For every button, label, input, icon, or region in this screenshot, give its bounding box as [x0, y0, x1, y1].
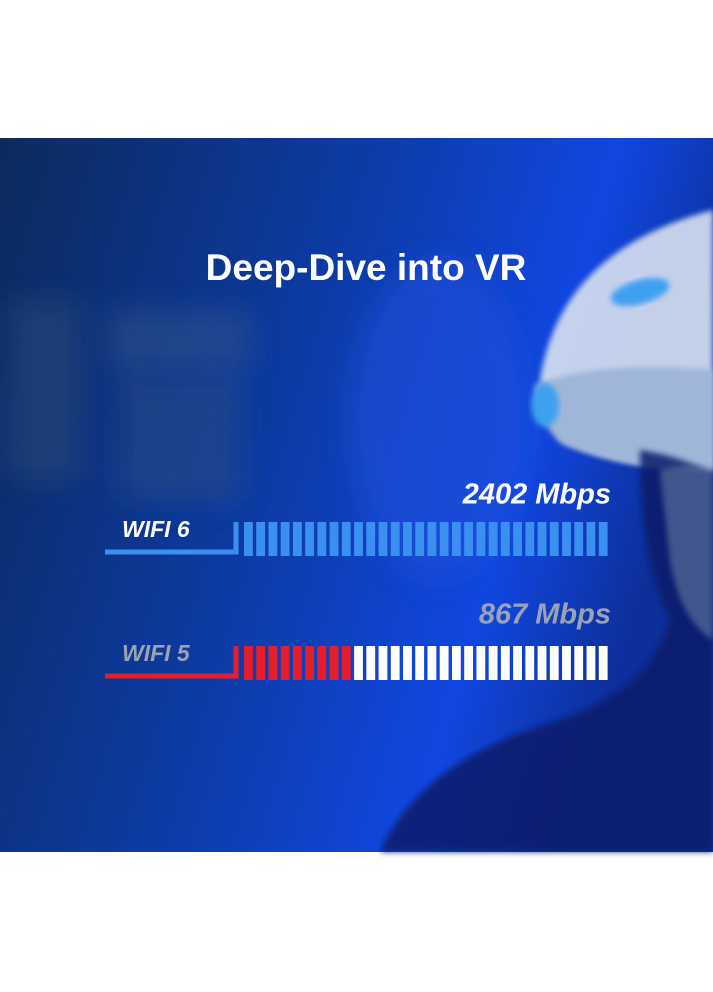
segment — [525, 522, 535, 556]
photo-blur-shapes — [10, 260, 530, 580]
segment — [464, 646, 474, 680]
speed-segments — [244, 522, 608, 556]
segment — [488, 522, 498, 556]
segment — [244, 646, 253, 680]
segment — [464, 522, 474, 556]
segment — [500, 522, 510, 556]
segment — [476, 646, 486, 680]
segment — [341, 522, 351, 556]
segment — [329, 646, 339, 680]
segment — [439, 522, 449, 556]
segment — [598, 522, 608, 556]
segment — [488, 646, 498, 680]
speed-segments — [244, 646, 608, 680]
segment — [574, 522, 584, 556]
segment — [549, 522, 559, 556]
segment — [427, 522, 437, 556]
segment — [476, 522, 486, 556]
segment — [378, 522, 388, 556]
segment — [513, 646, 522, 680]
segment — [268, 522, 278, 556]
speed-value: 867 Mbps — [479, 599, 611, 631]
label-underline — [105, 522, 239, 555]
segment — [403, 522, 412, 556]
segment — [256, 522, 266, 556]
title: Deep-Dive into VR — [206, 247, 527, 288]
segment — [268, 646, 278, 680]
segment — [292, 646, 302, 680]
segment — [549, 646, 559, 680]
segment — [366, 646, 376, 680]
segment — [390, 646, 400, 680]
segment — [586, 646, 596, 680]
segment — [354, 646, 363, 680]
segment — [341, 646, 351, 680]
segment — [366, 522, 376, 556]
segment — [415, 522, 425, 556]
segment — [562, 522, 571, 556]
segment — [305, 646, 314, 680]
segment — [451, 522, 461, 556]
speed-value: 2402 Mbps — [462, 479, 611, 511]
segment — [317, 646, 327, 680]
row-label: WIFI 5 — [122, 640, 191, 666]
segment — [439, 646, 449, 680]
segment — [586, 522, 596, 556]
segment — [500, 646, 510, 680]
segment — [574, 646, 584, 680]
segment — [525, 646, 535, 680]
segment — [537, 646, 547, 680]
segment — [378, 646, 388, 680]
segment — [403, 646, 412, 680]
segment — [305, 522, 314, 556]
row-label: WIFI 6 — [122, 516, 190, 542]
segment — [427, 646, 437, 680]
segment — [415, 646, 425, 680]
segment — [537, 522, 547, 556]
segment — [244, 522, 253, 556]
segment — [280, 646, 290, 680]
segment — [292, 522, 302, 556]
segment — [598, 646, 608, 680]
segment — [256, 646, 266, 680]
segment — [562, 646, 571, 680]
segment — [513, 522, 522, 556]
segment — [390, 522, 400, 556]
label-underline — [105, 646, 239, 679]
segment — [451, 646, 461, 680]
segment — [317, 522, 327, 556]
vr-user — [380, 210, 713, 852]
segment — [354, 522, 363, 556]
segment — [280, 522, 290, 556]
segment — [329, 522, 339, 556]
